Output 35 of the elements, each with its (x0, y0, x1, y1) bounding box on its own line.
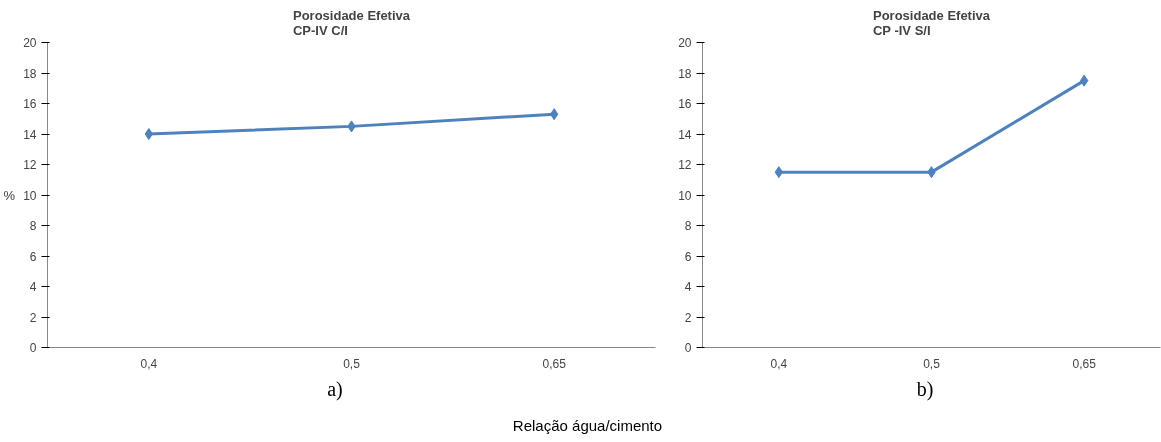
y-tick-label: 20 (678, 36, 692, 50)
text: Relação água/cimento (512, 416, 663, 436)
y-tick-label: 18 (678, 66, 692, 81)
y-tick-label: 8 (684, 219, 692, 233)
y-tick-label: 4 (684, 280, 692, 294)
x-tick-label: 0,5 (343, 356, 361, 371)
y-tick-label: 18 (23, 66, 37, 81)
chart-title: Porosidade Efetiva CP-IV C/I (292, 7, 411, 38)
y-tick-label: 0 (29, 341, 37, 355)
text: a) (327, 377, 343, 402)
chart-title: Porosidade Efetiva CP -IV S/I (872, 7, 991, 38)
y-tick-label: 2 (684, 310, 692, 325)
x-tick-label: 0,65 (1072, 356, 1097, 371)
y-tick-label: 6 (684, 249, 692, 264)
point (144, 128, 153, 140)
x-tick-label: 0,5 (923, 356, 941, 371)
y-tick-label: 12 (678, 158, 692, 172)
y-tick-label: 14 (23, 127, 37, 142)
x-tick-label: 0,4 (140, 356, 158, 371)
y-tick-label: 16 (678, 97, 692, 111)
x-tick-label: 0,4 (770, 356, 788, 371)
y-tick-label: 20 (23, 36, 37, 50)
y-tick-label: 10 (23, 188, 37, 203)
y-tick-label: 12 (23, 158, 37, 172)
y-tick-label: 2 (29, 310, 37, 325)
y-tick-label: 4 (29, 280, 37, 294)
y-tick-label: 0 (684, 341, 692, 355)
x-tick-label: 0,65 (542, 356, 567, 371)
y-tick-label: 16 (23, 97, 37, 111)
y-tick-label: 14 (678, 127, 692, 142)
y-tick-label: 6 (29, 249, 37, 264)
text: b) (916, 377, 934, 403)
y-axis-title: % (3, 187, 16, 203)
y-tick-label: 10 (678, 188, 692, 203)
y-tick-label: 8 (29, 219, 37, 233)
